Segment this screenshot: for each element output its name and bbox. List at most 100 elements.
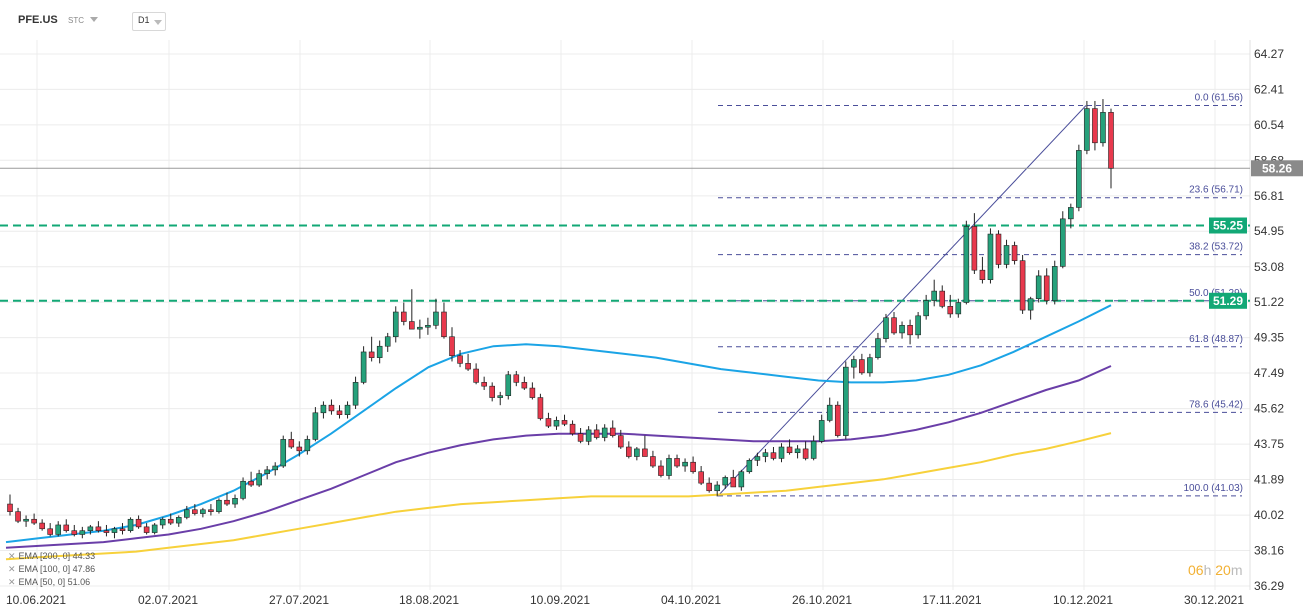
candle-body [585,429,592,442]
candle-body [384,336,391,347]
candle-body [754,456,761,461]
y-tick-label: 62.41 [1254,82,1284,96]
timeframe-chevron-down-icon [154,20,162,25]
remove-indicator-x-icon[interactable]: ✕ [8,577,16,587]
timer-hours-unit: h [1203,562,1212,578]
legend-ema-200[interactable]: ✕ EMA [200, 0] 44.33 [8,551,95,562]
candle-body [7,503,13,512]
legend-label: EMA [200, 0] [18,551,71,561]
y-tick-label: 60.54 [1254,118,1284,132]
symbol-dropdown-chevron-icon[interactable] [90,17,98,22]
candle-body [706,482,712,492]
candle-body [1027,298,1034,311]
legend-ema-100[interactable]: ✕ EMA [100, 0] 47.86 [8,564,95,575]
candle-body [232,498,238,505]
candle-body [1059,218,1066,267]
candle-body [457,355,463,364]
legend-ema-50[interactable]: ✕ EMA [50, 0] 51.06 [8,577,90,588]
x-tick-label: 26.10.2021 [792,593,852,607]
y-tick-label: 45.62 [1254,402,1284,416]
candle-body [360,351,367,383]
candle-body [987,233,994,280]
fibonacci-level-label: 0.0 (61.56) [1195,93,1243,104]
horizontal-level-badge [1209,217,1247,234]
x-tick-label: 30.12.2021 [1184,593,1244,607]
candle-body [939,290,946,307]
timer-minutes: 20 [1215,562,1231,578]
candle-body [674,458,680,467]
candle-body [931,290,937,301]
candle-body [794,448,801,454]
candle-body [561,420,568,425]
candle-body [521,382,528,389]
candles [7,99,1114,539]
candle-body [95,526,102,531]
candle-body [505,374,512,396]
candle-body [859,359,865,374]
candle-body [1100,112,1106,144]
candle-body [1092,108,1098,144]
x-tick-label: 10.12.2021 [1053,593,1113,607]
candle-body [698,471,704,484]
timer-hours: 06 [1188,562,1204,578]
candle-body [650,456,656,467]
horizontal-level-value: 51.29 [1213,294,1243,308]
candle-body [545,418,552,427]
candle-body [963,226,970,303]
candle-body [39,522,45,530]
y-tick-label: 41.89 [1254,473,1284,487]
fibonacci-level-label: 100.0 (41.03) [1184,483,1244,494]
candle-body [79,530,86,535]
legend-value: 51.06 [67,577,91,587]
candle-body [826,404,833,421]
candle-body [810,441,817,459]
candle-body [135,518,142,528]
candle-body [127,518,134,531]
candle-body [192,509,198,514]
candle-body [272,465,278,471]
candle-body [304,439,311,452]
symbol-label[interactable]: PFE.US [18,14,58,26]
candle-body [71,530,78,535]
candle-body [23,518,29,522]
candle-body [1108,112,1114,169]
candle-body [802,448,809,459]
candle-body [1084,108,1090,151]
candle-body [1051,266,1058,301]
candle-body [441,311,447,338]
candle-body [593,429,600,438]
candle-body [31,518,37,524]
candle-body [682,461,688,467]
timeframe-select[interactable]: D1 [132,12,166,31]
candle-body [722,477,729,486]
candle-body [208,509,214,512]
candle-body [47,528,53,535]
candle-body [63,524,70,531]
remove-indicator-x-icon[interactable]: ✕ [8,551,16,561]
candle-body [433,311,439,326]
x-tick-label: 17.11.2021 [922,593,981,607]
candle-body [1011,245,1018,261]
x-tick-label: 04.10.2021 [661,593,721,607]
x-tick-label: 10.09.2021 [530,593,590,607]
candle-body [642,448,648,457]
candle-body [175,517,182,524]
candle-body [923,300,929,317]
fibonacci-level-label: 61.8 (48.87) [1189,334,1243,345]
candle-body [400,311,407,322]
candle-body [489,385,495,398]
toolbar: PFE.US STC D1 [0,0,1250,40]
candle-body [1003,245,1010,265]
candle-body [915,315,921,336]
candle-body [280,439,287,467]
x-tick-label: 27.07.2021 [269,593,329,607]
candle-body [666,458,672,476]
candle-body [818,420,825,442]
remove-indicator-x-icon[interactable]: ✕ [8,564,16,574]
candle-body [352,382,359,406]
candle-body [834,404,841,436]
candle-body [730,477,737,488]
candle-body [111,528,118,533]
candle-body [15,511,21,522]
